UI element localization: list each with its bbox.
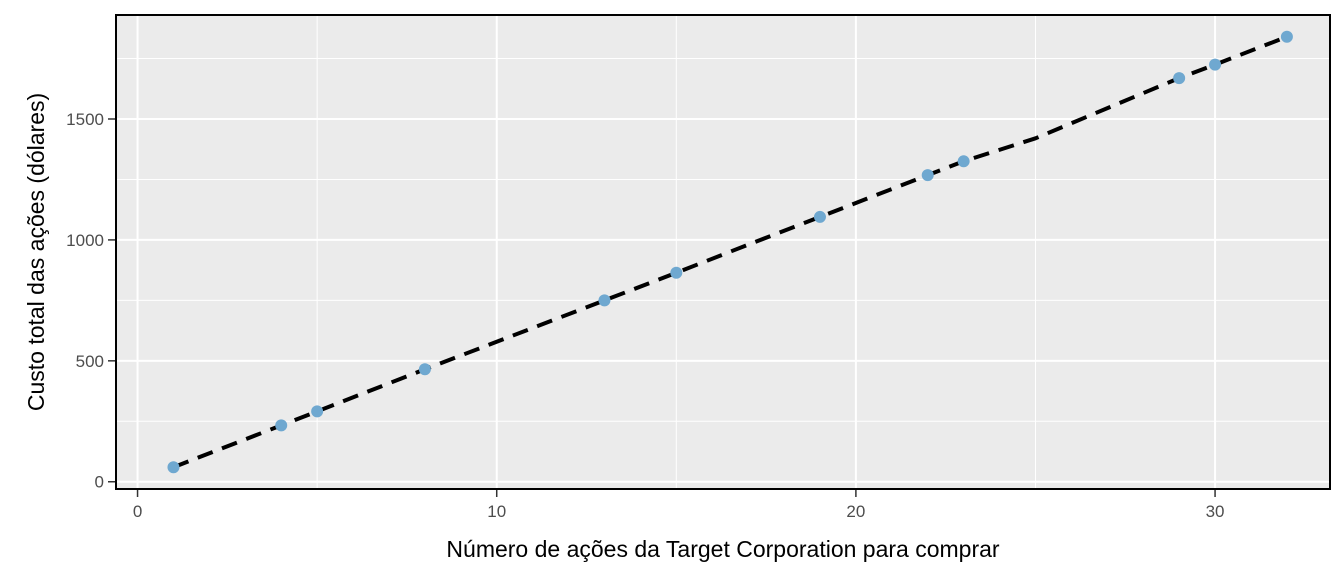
plot-border bbox=[115, 14, 1331, 490]
data-point bbox=[598, 294, 611, 307]
data-point bbox=[1173, 72, 1186, 85]
data-point bbox=[418, 363, 431, 376]
data-point bbox=[275, 419, 288, 432]
y-tick-label: 0 bbox=[95, 473, 104, 492]
minor-gridlines bbox=[116, 15, 1330, 489]
x-axis-title: Número de ações da Target Corporation pa… bbox=[446, 536, 999, 562]
data-point bbox=[1209, 58, 1222, 71]
x-tick-label: 0 bbox=[133, 502, 142, 521]
data-series bbox=[167, 30, 1293, 474]
data-point bbox=[311, 405, 324, 418]
data-point bbox=[167, 461, 180, 474]
major-gridlines bbox=[116, 15, 1330, 489]
data-point bbox=[813, 210, 826, 223]
data-point bbox=[1280, 30, 1293, 43]
fitted-dashed-line bbox=[172, 34, 1288, 470]
y-axis-title: Custo total das ações (dólares) bbox=[23, 93, 49, 411]
x-tick-label: 30 bbox=[1206, 502, 1225, 521]
y-tick-label: 1500 bbox=[66, 110, 104, 129]
y-axis-ticks: 0 500 1000 1500 bbox=[66, 110, 115, 492]
data-point bbox=[670, 266, 683, 279]
data-point bbox=[921, 169, 934, 182]
x-tick-label: 10 bbox=[487, 502, 506, 521]
x-tick-label: 20 bbox=[846, 502, 865, 521]
data-point bbox=[957, 155, 970, 168]
y-tick-label: 1000 bbox=[66, 231, 104, 250]
y-tick-label: 500 bbox=[76, 352, 104, 371]
x-axis-ticks: 0 10 20 30 bbox=[133, 490, 1225, 521]
